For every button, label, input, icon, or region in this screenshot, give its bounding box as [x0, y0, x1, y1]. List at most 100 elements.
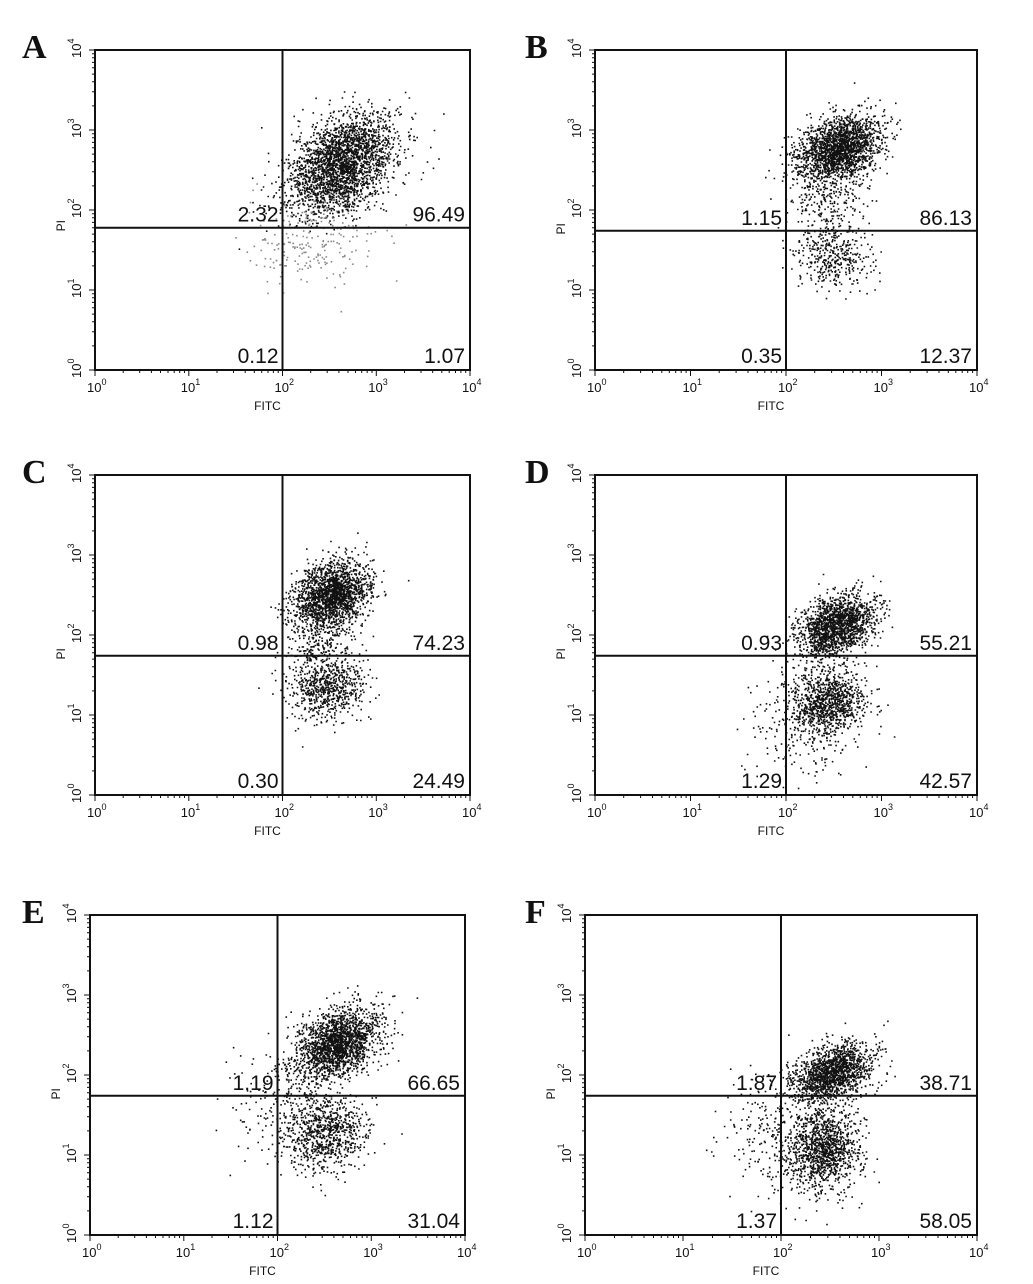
- y-axis-title-f: PI: [544, 1088, 558, 1099]
- y-tick-exponent: 0: [556, 1224, 566, 1229]
- y-tick-exponent: 0: [66, 784, 76, 789]
- x-tick-label-c-4: 104: [462, 802, 481, 820]
- quadrant-label-upper-left-f: 1.87: [736, 1072, 777, 1095]
- y-tick-exponent: 3: [61, 984, 71, 989]
- cell-population-c-1: [274, 532, 410, 659]
- cell-population-f-3: [705, 1060, 862, 1222]
- y-tick-label-e-1: 101: [61, 1144, 79, 1163]
- x-tick-exponent: 2: [792, 377, 797, 387]
- scatter-points-a: [235, 91, 445, 313]
- y-tick-exponent: 0: [566, 359, 576, 364]
- population-dots-e-2: [247, 1087, 403, 1188]
- y-tick-label-f-4: 104: [556, 904, 574, 923]
- population-dots-e-1: [263, 985, 419, 1106]
- x-tick-label-f-3: 103: [871, 1242, 890, 1260]
- y-tick-exponent: 2: [66, 624, 76, 629]
- y-tick-label-e-0: 100: [61, 1224, 79, 1243]
- x-tick-exponent: 1: [195, 377, 200, 387]
- x-tick-label-c-2: 102: [275, 802, 294, 820]
- y-tick-exponent: 3: [566, 544, 576, 549]
- y-tick-exponent: 3: [66, 544, 76, 549]
- y-tick-exponent: 2: [66, 199, 76, 204]
- x-tick-label-a-0: 100: [87, 377, 106, 395]
- y-tick-label-a-2: 102: [66, 199, 84, 218]
- quadrant-label-upper-left-b: 1.15: [741, 207, 782, 230]
- quadrant-label-upper-left-e: 1.19: [233, 1072, 274, 1095]
- scatter-points-e: [215, 985, 419, 1197]
- x-axis-title-f: FITC: [753, 1264, 780, 1278]
- y-tick-label-b-0: 100: [566, 359, 584, 378]
- x-tick-exponent: 3: [888, 377, 893, 387]
- population-dots-c-1: [274, 532, 410, 659]
- x-tick-label-e-1: 101: [176, 1242, 195, 1260]
- x-tick-exponent: 4: [983, 802, 988, 812]
- x-tick-exponent: 3: [888, 802, 893, 812]
- x-tick-exponent: 0: [601, 802, 606, 812]
- y-tick-exponent: 1: [61, 1144, 71, 1149]
- x-tick-exponent: 3: [383, 377, 388, 387]
- x-tick-exponent: 4: [983, 377, 988, 387]
- x-axis-title-c: FITC: [254, 824, 281, 838]
- y-tick-exponent: 4: [566, 39, 576, 44]
- x-tick-label-e-3: 103: [363, 1242, 382, 1260]
- quadrant-label-upper-right-d: 55.21: [919, 632, 972, 655]
- y-tick-label-d-2: 102: [566, 624, 584, 643]
- quadrant-label-lower-left-a: 0.12: [238, 345, 279, 368]
- tick-marks-d: [589, 474, 978, 801]
- x-tick-exponent: 0: [101, 802, 106, 812]
- x-tick-label-b-3: 103: [874, 377, 893, 395]
- quadrant-label-upper-right-f: 38.71: [919, 1072, 972, 1095]
- x-tick-exponent: 4: [471, 1242, 476, 1252]
- population-dots-b-1: [768, 82, 902, 204]
- y-tick-label-b-3: 103: [566, 119, 584, 138]
- x-axis-title-b: FITC: [758, 399, 785, 413]
- quadrant-label-lower-right-a: 1.07: [424, 345, 465, 368]
- population-dots-b-2: [782, 213, 882, 300]
- y-tick-exponent: 0: [66, 359, 76, 364]
- y-tick-exponent: 4: [66, 39, 76, 44]
- quadrant-label-lower-right-e: 31.04: [407, 1210, 460, 1233]
- y-tick-exponent: 2: [556, 1064, 566, 1069]
- cell-population-d-2: [776, 642, 882, 759]
- x-tick-exponent: 2: [289, 802, 294, 812]
- population-dots-d-2: [776, 642, 882, 759]
- quadrant-label-upper-left-a: 2.32: [238, 204, 279, 227]
- y-tick-label-c-2: 102: [66, 624, 84, 643]
- x-tick-label-c-1: 101: [181, 802, 200, 820]
- cell-population-b-1: [768, 82, 902, 204]
- y-tick-label-c-4: 104: [66, 464, 84, 483]
- panel-letter-b: B: [525, 29, 548, 66]
- quadrant-label-lower-right-c: 24.49: [412, 770, 465, 793]
- y-tick-exponent: 1: [566, 704, 576, 709]
- x-tick-label-e-0: 100: [82, 1242, 101, 1260]
- y-tick-label-d-3: 103: [566, 544, 584, 563]
- quadrant-label-upper-left-c: 0.98: [238, 632, 279, 655]
- panel-letter-f: F: [525, 894, 546, 931]
- x-tick-exponent: 2: [284, 1242, 289, 1252]
- quadrant-label-upper-left-d: 0.93: [741, 632, 782, 655]
- x-tick-exponent: 3: [383, 802, 388, 812]
- y-axis-title-c: PI: [54, 648, 68, 659]
- x-tick-label-b-4: 104: [969, 377, 988, 395]
- y-tick-exponent: 1: [566, 279, 576, 284]
- x-tick-exponent: 4: [476, 802, 481, 812]
- cell-population-f-2: [769, 1089, 880, 1226]
- y-tick-label-b-2: 102: [566, 199, 584, 218]
- x-tick-label-d-4: 104: [969, 802, 988, 820]
- y-tick-exponent: 2: [61, 1064, 71, 1069]
- quadrant-label-upper-right-e: 66.65: [407, 1072, 460, 1095]
- y-tick-exponent: 3: [556, 984, 566, 989]
- y-tick-label-c-0: 100: [66, 784, 84, 803]
- x-tick-exponent: 1: [195, 802, 200, 812]
- x-tick-label-f-2: 102: [773, 1242, 792, 1260]
- quadrant-label-upper-right-b: 86.13: [919, 207, 972, 230]
- y-tick-label-d-4: 104: [566, 464, 584, 483]
- x-axis-title-d: FITC: [758, 824, 785, 838]
- x-tick-label-f-0: 100: [577, 1242, 596, 1260]
- y-tick-label-c-3: 103: [66, 544, 84, 563]
- y-tick-label-a-3: 103: [66, 119, 84, 138]
- x-tick-label-d-3: 103: [874, 802, 893, 820]
